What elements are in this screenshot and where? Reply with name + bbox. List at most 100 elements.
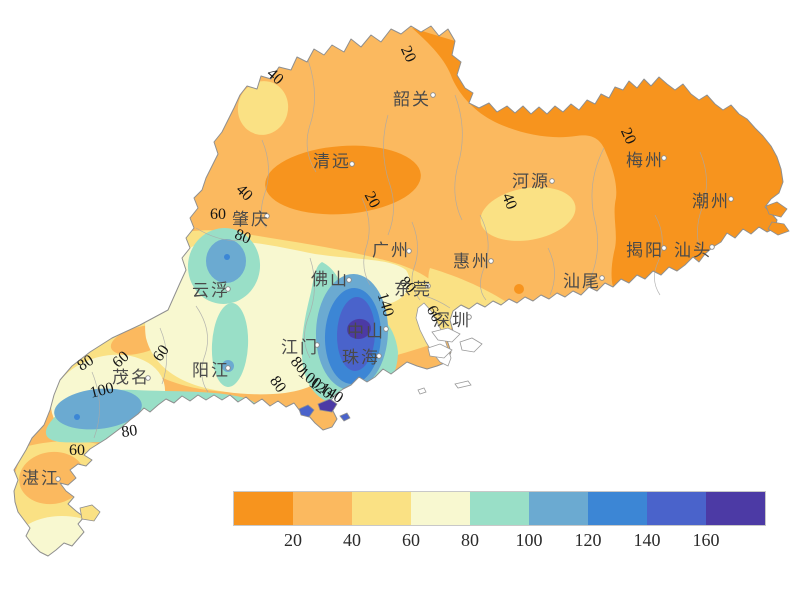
city-label: 茂名 (112, 368, 150, 387)
contour-value-label: 80 (74, 352, 97, 375)
city-label: 湛江 (22, 469, 60, 488)
colorbar-swatch (293, 492, 352, 525)
city-marker (346, 277, 352, 283)
contour-value-label: 20 (361, 189, 384, 211)
city-marker (549, 178, 555, 184)
islands (79, 201, 790, 522)
prefecture-boundaries (91, 59, 707, 439)
city-marker (599, 275, 605, 281)
city-label: 梅州 (626, 151, 664, 170)
city-marker (225, 365, 231, 371)
city-marker (488, 258, 494, 264)
city-label: 广州 (372, 241, 410, 260)
city-label: 韶关 (393, 90, 431, 109)
city-label: 云浮 (192, 281, 230, 300)
city-label: 河源 (512, 172, 550, 191)
band-40-60-northwest (237, 81, 289, 135)
contour-value-label: 80 (232, 226, 253, 248)
city-label: 汕头 (674, 241, 712, 260)
band-gt160-zhongshan-core (347, 318, 371, 340)
city-label: 潮州 (692, 192, 730, 211)
city-label: 中山 (347, 322, 385, 341)
colorbar-tick-label: 20 (284, 530, 302, 550)
contour-value-label: 20 (397, 43, 419, 65)
band-80-100-yunfu-coast-strip (211, 303, 249, 387)
contour-value-label: 20 (617, 125, 639, 147)
city-label: 东莞 (394, 280, 432, 299)
band-lt20-qingyuan (265, 145, 421, 215)
city-marker (425, 283, 431, 289)
contour-value-label: 60 (150, 342, 173, 365)
city-label: 汕尾 (563, 272, 601, 291)
city-marker (264, 213, 270, 219)
colorbar-tick-label: 120 (574, 530, 602, 550)
colorbar-swatch (352, 492, 411, 525)
band-120-140-yunfu-dot (224, 254, 230, 260)
colorbar-swatch (588, 492, 647, 525)
colorbar-swatch (234, 492, 293, 525)
city-marker (376, 353, 382, 359)
city-label: 深圳 (433, 311, 471, 330)
city-label: 江门 (281, 338, 319, 357)
small-islet-2 (417, 387, 427, 395)
lantau-island (427, 343, 453, 359)
colorbar-swatch (706, 492, 765, 525)
city-marker (225, 286, 231, 292)
band-100-120-yunfu-core (206, 239, 246, 283)
colorbar-tick-label: 160 (692, 530, 720, 550)
city-label: 珠海 (342, 348, 380, 367)
band-60-80-peninsula-south (16, 516, 108, 556)
city-marker (466, 314, 472, 320)
colorbar (233, 491, 766, 526)
colorbar-tick-label: 80 (461, 530, 479, 550)
city-marker (728, 196, 734, 202)
hk-east-island (459, 337, 483, 353)
city-label: 揭阳 (626, 241, 664, 260)
colorbar-swatch (470, 492, 529, 525)
city-marker (383, 326, 389, 332)
contour-value-label: 100 (88, 379, 115, 401)
band-lt20-huizhou-spot (514, 284, 524, 294)
colorbar-swatch (647, 492, 706, 525)
shantou-east-island (767, 221, 790, 236)
city-marker (430, 92, 436, 98)
contour-value-label: 40 (498, 191, 520, 212)
city-marker (314, 342, 320, 348)
colorbar-swatch (529, 492, 588, 525)
city-label: 肇庆 (232, 210, 270, 229)
band-lt20-northeast (412, 28, 783, 287)
small-islet-1 (454, 380, 472, 389)
province-outline (13, 25, 784, 557)
city-marker (349, 161, 355, 167)
city-marker (709, 244, 715, 250)
contour-value-label: 60 (423, 303, 446, 325)
contour-value-label: 80 (266, 373, 289, 396)
city-label: 惠州 (453, 252, 491, 271)
city-label: 佛山 (311, 270, 349, 289)
contour-value-label: 60 (210, 206, 226, 223)
colorbar-tick-label: 40 (343, 530, 361, 550)
city-marker (145, 375, 151, 381)
city-label: 清远 (313, 152, 351, 171)
nanao-island (765, 201, 788, 218)
colorbar-tick-label: 60 (402, 530, 420, 550)
city-marker (661, 155, 667, 161)
donghai-island (79, 504, 101, 522)
city-marker (55, 476, 61, 482)
city-marker (406, 248, 412, 254)
band-40-60-heyuan (480, 187, 576, 241)
zhuhai-island-3 (339, 412, 351, 422)
city-label: 阳江 (192, 361, 230, 380)
colorbar-swatch (411, 492, 470, 525)
colorbar-tick-label: 140 (633, 530, 661, 550)
colorbar-ticks: 20 40 60 80 100 120 140 160 (234, 530, 765, 554)
city-marker (661, 245, 667, 251)
band-120-140-zhanjiang-dot (74, 414, 80, 420)
contour-value-label: 60 (69, 442, 85, 459)
contour-value-label: 140 (374, 291, 397, 319)
zhuhai-island-2 (317, 398, 338, 413)
contour-value-label: 80 (120, 422, 138, 441)
